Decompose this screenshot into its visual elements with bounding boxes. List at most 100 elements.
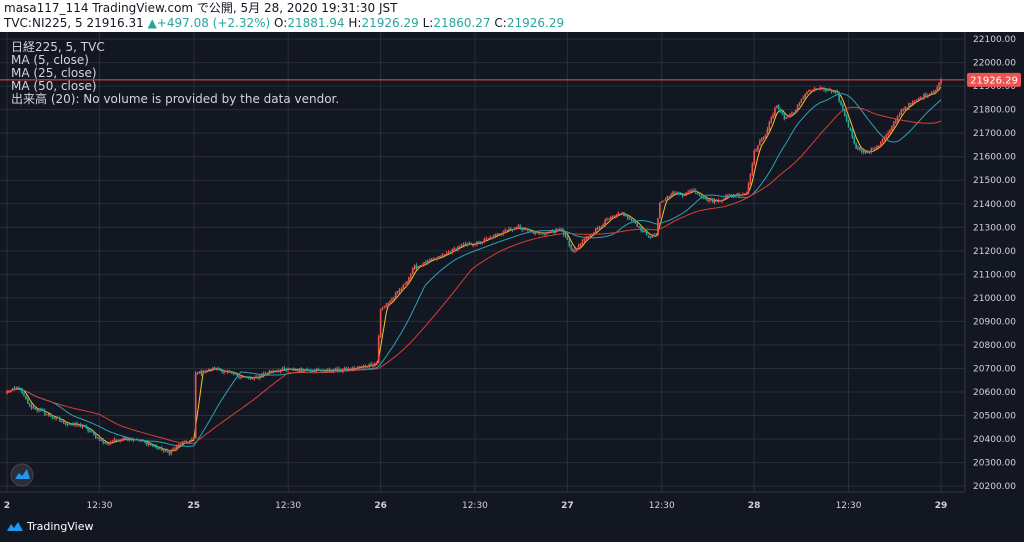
time-axis[interactable]: 2 12:30 25 12:30 26 12:30 27 12:30 28 12:30 29 (4, 501, 947, 511)
candle-body (104, 442, 106, 444)
x-tick-label: 12:30 (836, 501, 862, 511)
candle-body (732, 195, 735, 197)
candle-body (132, 439, 135, 441)
candle-body (766, 129, 769, 135)
candle-body (755, 150, 757, 152)
candle-body (698, 194, 701, 196)
candle-body (498, 233, 501, 235)
candle-body (604, 220, 606, 225)
candle-body (879, 142, 882, 147)
candle-body (779, 109, 782, 113)
footer-bar (0, 515, 1024, 542)
candle-body (379, 308, 382, 337)
candle-body (274, 370, 276, 372)
close-label: C: (494, 16, 507, 30)
candle-body (645, 230, 648, 236)
candle-body (447, 252, 450, 254)
candle-body (598, 227, 601, 229)
candle-body (185, 441, 188, 443)
open-value: 21881.94 (287, 16, 345, 30)
y-tick-label: 20600.00 (973, 388, 1016, 398)
candle-body (411, 268, 414, 274)
candle-body (772, 114, 774, 119)
candle-body (679, 193, 682, 195)
candle-body (770, 118, 772, 123)
candle-body (36, 409, 38, 411)
candle-body (406, 281, 408, 285)
candle-body (777, 105, 780, 110)
chart-background (0, 32, 1024, 515)
candle-body (685, 192, 688, 196)
candle-body (204, 371, 206, 373)
candle-body (743, 193, 746, 195)
candle-body (385, 304, 388, 306)
candle-body (768, 122, 771, 130)
candle-body (6, 391, 8, 394)
candle-body (821, 87, 823, 89)
candle-body (893, 122, 895, 127)
candle-body (583, 238, 586, 242)
candle-body (153, 445, 155, 447)
price-chart[interactable]: 22100.00 22000.00 21900.00 21800.00 21700.00… (0, 32, 1024, 515)
candle-body (77, 424, 80, 426)
high-label: H: (348, 16, 362, 30)
candle-body (8, 391, 10, 393)
candle-body (926, 95, 929, 97)
candle-body (451, 249, 454, 253)
candle-body (474, 244, 476, 246)
candle-body (651, 234, 654, 238)
candle-body (828, 89, 831, 91)
y-tick-label: 21900.00 (973, 82, 1016, 92)
candle-body (98, 437, 101, 441)
candle-body (26, 399, 29, 404)
candle-body (632, 220, 635, 222)
candle-body (155, 446, 157, 449)
candle-body (640, 226, 642, 231)
candle-body (932, 92, 935, 94)
high-value: 21926.29 (361, 16, 419, 30)
candle-body (166, 449, 169, 452)
candle-body (359, 367, 361, 369)
candle-body (806, 91, 808, 94)
tradingview-brand[interactable]: TradingView (6, 520, 93, 533)
candle-body (440, 256, 442, 258)
candle-body (681, 194, 684, 196)
brand-label: TradingView (27, 520, 94, 533)
candle-body (140, 439, 142, 441)
candle-body (560, 228, 563, 231)
price-axis[interactable]: 22100.00 22000.00 21900.00 21800.00 21700.00… (973, 35, 1016, 492)
candle-body (245, 376, 248, 378)
candle-body (43, 410, 46, 415)
candle-body (634, 220, 637, 224)
candle-body (298, 368, 301, 371)
candle-body (376, 362, 378, 364)
candle-body (683, 194, 686, 196)
candle-body (42, 409, 44, 412)
candle-body (349, 368, 352, 370)
candle-body (555, 229, 557, 233)
candle-body (487, 238, 489, 240)
x-tick-label: 27 (561, 501, 574, 511)
logo-badge[interactable] (10, 463, 34, 487)
candle-body (76, 423, 78, 426)
candle-body (287, 368, 289, 371)
candle-body (549, 231, 552, 233)
candle-body (164, 449, 167, 451)
candle-body (593, 232, 595, 235)
candle-body (342, 369, 344, 372)
candle-body (523, 229, 525, 231)
candle-body (157, 448, 159, 450)
low-value: 21860.27 (433, 16, 491, 30)
candle-body (357, 366, 359, 369)
candle-body (291, 368, 293, 371)
candle-body (272, 371, 274, 373)
candle-body (45, 414, 48, 416)
price-badge-text: 21926.29 (970, 75, 1018, 86)
candle-body (426, 260, 429, 264)
candle-body (715, 200, 718, 202)
candle-body (764, 134, 767, 138)
y-tick-label: 20400.00 (973, 435, 1016, 445)
candle-body (17, 387, 20, 389)
candle-body (176, 445, 178, 449)
candle-body (617, 213, 620, 215)
